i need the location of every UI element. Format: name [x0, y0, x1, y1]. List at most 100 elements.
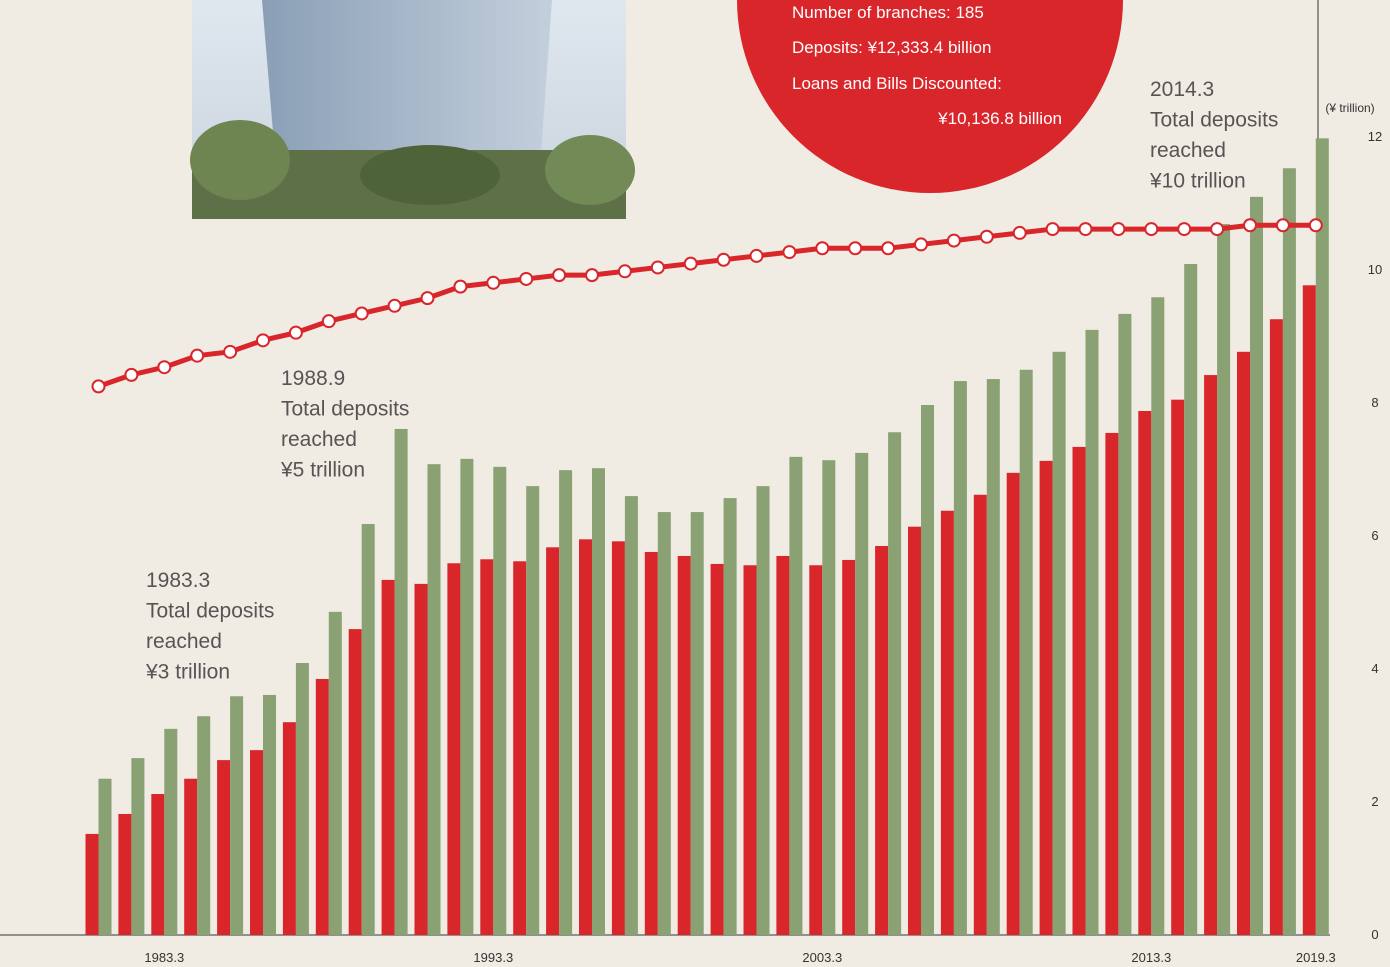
bar [1171, 400, 1184, 935]
bar [921, 405, 934, 935]
bar [559, 470, 572, 935]
bar [1138, 411, 1151, 935]
bar [1040, 461, 1053, 935]
bar [1250, 197, 1263, 935]
x-tick-label: 2019.3 [1296, 950, 1336, 965]
line-marker [816, 242, 828, 254]
bar [428, 464, 441, 935]
bar [329, 612, 342, 935]
y-tick-label: 0 [1371, 927, 1378, 942]
line-marker [1211, 223, 1223, 235]
line-marker [948, 235, 960, 247]
bar [757, 486, 770, 935]
bar [776, 556, 789, 935]
bar [230, 696, 243, 935]
bar [1053, 352, 1066, 935]
bar [875, 546, 888, 935]
bar [131, 758, 144, 935]
line-marker [422, 292, 434, 304]
annotation: reached [1150, 139, 1226, 162]
bar [744, 565, 757, 935]
bar [809, 565, 822, 935]
bar [263, 695, 276, 935]
bar [1204, 375, 1217, 935]
line-marker [93, 380, 105, 392]
bar [724, 498, 737, 935]
bar [1217, 224, 1230, 935]
y-tick-label: 2 [1371, 794, 1378, 809]
bar [1237, 352, 1250, 935]
bar [941, 511, 954, 935]
bar [1316, 138, 1329, 935]
x-tick-label: 2013.3 [1131, 950, 1171, 965]
line-marker [1145, 223, 1157, 235]
bar [349, 629, 362, 935]
bar [362, 524, 375, 935]
line-marker [520, 273, 532, 285]
bar [855, 453, 868, 935]
line-marker [487, 277, 499, 289]
y-tick-label: 4 [1371, 661, 1378, 676]
bar [1020, 370, 1033, 935]
line-marker [356, 307, 368, 319]
line-marker [553, 269, 565, 281]
bar [197, 716, 210, 935]
info-text: Deposits: ¥12,333.4 billion [792, 38, 991, 57]
line-marker [849, 242, 861, 254]
bar [789, 457, 802, 935]
y-tick-label: 8 [1371, 395, 1378, 410]
chart: Number of branches: 185 Deposits: ¥12,33… [0, 0, 1390, 967]
bar [415, 584, 428, 935]
bar [822, 460, 835, 935]
bar [296, 663, 309, 935]
bar [1118, 314, 1131, 935]
line-marker [1080, 223, 1092, 235]
bar [395, 429, 408, 935]
line-marker [751, 250, 763, 262]
bar [217, 760, 230, 935]
bar [954, 381, 967, 935]
annotation: 1983.3 [146, 569, 210, 592]
bar [1086, 330, 1099, 935]
bar [546, 547, 559, 935]
bar [1151, 297, 1164, 935]
y-tick-label: 10 [1368, 262, 1382, 277]
bar [447, 563, 460, 935]
x-tick-label: 2003.3 [802, 950, 842, 965]
line-marker [652, 261, 664, 273]
bar [711, 564, 724, 935]
bar [592, 468, 605, 935]
bar [316, 679, 329, 935]
line-marker [1244, 219, 1256, 231]
line-marker [454, 281, 466, 293]
bar [1073, 447, 1086, 935]
bar [526, 486, 539, 935]
annotation: Total deposits [281, 398, 409, 421]
line-marker [290, 327, 302, 339]
line-marker [783, 246, 795, 258]
bar [579, 539, 592, 935]
x-tick-label: 1993.3 [473, 950, 513, 965]
line-marker [125, 369, 137, 381]
bar [987, 379, 1000, 935]
line-marker [619, 265, 631, 277]
bar [382, 580, 395, 935]
annotation: ¥10 trillion [1149, 170, 1246, 193]
line-marker [389, 300, 401, 312]
bar [645, 552, 658, 935]
info-text: Number of branches: 185 [792, 3, 984, 22]
bar [151, 794, 164, 935]
annotation: reached [146, 630, 222, 653]
line-marker [1047, 223, 1059, 235]
bar [1283, 168, 1296, 935]
bar [888, 432, 901, 935]
annotation: reached [281, 428, 357, 451]
bar [1105, 433, 1118, 935]
bar [1303, 285, 1316, 935]
info-text: Loans and Bills Discounted: [792, 74, 1002, 93]
bar [1184, 264, 1197, 935]
annotation: Total deposits [146, 600, 274, 623]
line-marker [1178, 223, 1190, 235]
annotation: ¥5 trillion [280, 459, 365, 482]
line-marker [915, 238, 927, 250]
